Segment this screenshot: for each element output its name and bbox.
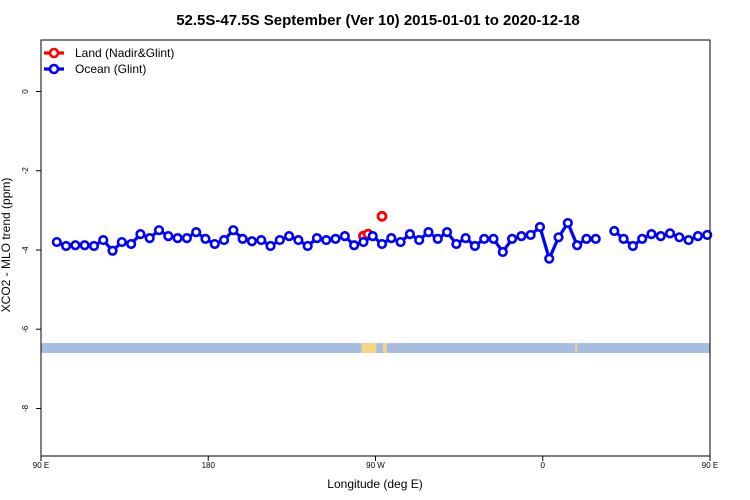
ocean-series-point — [664, 228, 676, 239]
ocean-series-point — [441, 227, 453, 238]
ocean-series-point — [702, 229, 713, 241]
ocean-series-point — [395, 236, 406, 248]
ocean-series-point — [534, 221, 546, 233]
ocean-series-point — [692, 231, 704, 242]
ocean-series-point — [376, 238, 388, 250]
ocean-series-point — [321, 234, 332, 246]
ocean-series-point — [451, 238, 462, 250]
ocean-series-point — [330, 233, 341, 244]
ocean-series-point — [544, 253, 555, 264]
ocean-series-point — [404, 229, 415, 240]
ocean-series-point — [283, 231, 295, 242]
ocean-series-point — [107, 245, 118, 256]
ocean-series-point — [432, 233, 443, 244]
ocean-series-point — [655, 231, 666, 242]
x-tick-label: 90 E — [702, 461, 718, 470]
ocean-series-point — [488, 233, 499, 244]
ocean-series-point — [209, 238, 220, 250]
ocean-series-point — [51, 236, 62, 248]
y-axis-label: XCO2 - MLO trend (ppm) — [0, 178, 13, 313]
y-tick-label: -2 — [21, 167, 30, 175]
x-axis-label: Longitude (deg E) — [327, 477, 422, 491]
ocean-series-point — [126, 238, 137, 250]
ocean-series-point — [172, 232, 183, 244]
ocean-series-point — [646, 229, 657, 240]
legend-swatch-marker — [48, 63, 60, 75]
ocean-series-point — [98, 234, 109, 246]
ocean-series-point — [572, 240, 583, 251]
ocean-series-point — [265, 240, 276, 252]
ocean-series-point — [506, 233, 518, 244]
ocean-series-point — [60, 240, 72, 252]
legend-label: Ocean (Glint) — [75, 62, 146, 76]
ocean-series-point — [637, 233, 648, 244]
ocean-series-point — [516, 231, 527, 242]
ocean-series-point — [311, 232, 323, 244]
ocean-series-point — [256, 234, 267, 246]
land-band — [575, 343, 578, 353]
landmask-band — [41, 343, 710, 353]
y-tick-label: 0 — [21, 89, 30, 94]
land-series-point — [376, 210, 388, 222]
x-tick-label: 90 E — [33, 461, 49, 470]
x-tick-label: 90 W — [366, 461, 385, 470]
ocean-series-point — [339, 231, 350, 242]
ocean-series-point — [497, 246, 508, 258]
ocean-series-point — [349, 240, 360, 251]
ocean-series-point — [237, 233, 248, 244]
ocean-series-point — [116, 236, 127, 248]
ocean-series-point — [460, 232, 471, 244]
ocean-series-point — [469, 240, 481, 252]
ocean-series-point — [609, 225, 620, 237]
ocean-series-point — [274, 234, 285, 246]
ocean-series-point — [581, 233, 592, 244]
legend-label: Land (Nadir&Glint) — [75, 46, 174, 60]
ocean-series-point — [88, 240, 100, 252]
chart-title: 52.5S-47.5S September (Ver 10) 2015-01-0… — [176, 12, 580, 29]
ocean-series-point — [386, 232, 397, 244]
ocean-series-point — [163, 231, 174, 242]
ocean-series-point — [191, 227, 202, 238]
land-band — [361, 343, 377, 353]
x-tick-label: 180 — [202, 461, 216, 470]
ocean-series-point — [218, 234, 230, 246]
ocean-series-point — [423, 227, 434, 238]
ocean-series-point — [246, 236, 258, 247]
ocean-series-point — [302, 240, 313, 252]
y-tick-label: -8 — [21, 404, 30, 412]
ocean-series-point — [293, 234, 304, 246]
ocean-series-point — [153, 225, 165, 236]
ocean-series-point — [618, 233, 629, 244]
plot-frame — [40, 39, 711, 457]
ocean-series-point — [674, 232, 685, 243]
ocean-series-point — [70, 240, 81, 251]
x-tick-label: 0 — [541, 461, 546, 470]
ocean-series-point — [144, 232, 155, 244]
ocean-series-point — [181, 232, 192, 244]
ocean-series-point — [135, 229, 146, 240]
ocean-series-point — [683, 234, 694, 246]
ocean-series-point — [79, 240, 90, 251]
land-band — [382, 343, 387, 353]
legend-swatch-marker — [48, 47, 60, 59]
ocean-series-point — [562, 217, 573, 229]
ocean-series-point — [525, 229, 536, 241]
plot-area — [51, 210, 713, 264]
ocean-series-point — [414, 234, 425, 246]
ocean-series-point — [358, 236, 369, 248]
y-tick-label: -4 — [21, 246, 30, 254]
ocean-series-point — [590, 233, 601, 244]
ocean-series-point — [479, 233, 490, 244]
y-tick-label: -6 — [21, 325, 30, 333]
ocean-series-point — [553, 232, 564, 243]
ocean-series-point — [200, 233, 211, 244]
axes: 90 E 180 90 W 0 90 E 0 -2 -4 -6 -8 — [21, 39, 718, 470]
ocean-series-point — [367, 231, 378, 242]
legend: Land (Nadir&Glint) Ocean (Glint) — [44, 46, 174, 76]
ocean-series-point — [627, 240, 638, 252]
ocean-series-point — [228, 225, 239, 236]
